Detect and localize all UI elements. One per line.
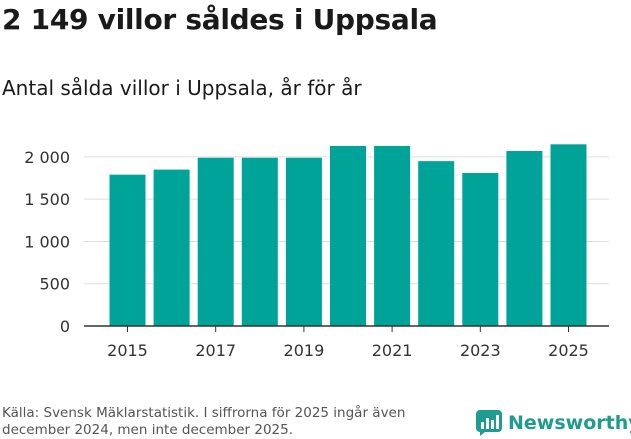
bar-2016 <box>153 169 190 326</box>
bar-2023 <box>462 172 499 326</box>
bar-2017 <box>197 157 234 326</box>
y-tick-label: 500 <box>39 275 70 294</box>
y-tick-label: 1 000 <box>24 232 70 251</box>
y-tick-label: 0 <box>60 317 70 336</box>
y-tick-label: 2 000 <box>24 148 70 167</box>
bar-chart-logo-icon <box>476 410 502 436</box>
logo-text: Newsworthy <box>508 412 631 434</box>
x-tick-label: 2025 <box>548 341 589 360</box>
x-tick-label: 2017 <box>195 341 236 360</box>
chart-subtitle: Antal sålda villor i Uppsala, år för år <box>2 76 362 100</box>
bar-2018 <box>241 157 278 326</box>
bar-2019 <box>285 157 322 326</box>
chart-title: 2 149 villor såldes i Uppsala <box>2 3 438 36</box>
source-note: Källa: Svensk Mäklarstatistik. I siffror… <box>2 405 406 438</box>
bar-chart: 0 500 1 000 1 500 2 000 2015 2017 2019 2021 2023… <box>24 144 609 360</box>
x-tick-label: 2023 <box>460 341 501 360</box>
bar-2020 <box>330 145 366 326</box>
x-tick-label: 2015 <box>107 341 148 360</box>
x-tick-label: 2021 <box>372 341 413 360</box>
x-tick-label: 2019 <box>284 341 325 360</box>
bar-2025 <box>550 144 587 326</box>
bar-2015 <box>109 174 146 326</box>
bar-2022 <box>418 161 455 326</box>
bar-2024 <box>506 150 543 326</box>
y-tick-label: 1 500 <box>24 190 70 209</box>
bar-2021 <box>374 145 411 326</box>
newsworthy-logo: Newsworthy <box>476 410 631 436</box>
